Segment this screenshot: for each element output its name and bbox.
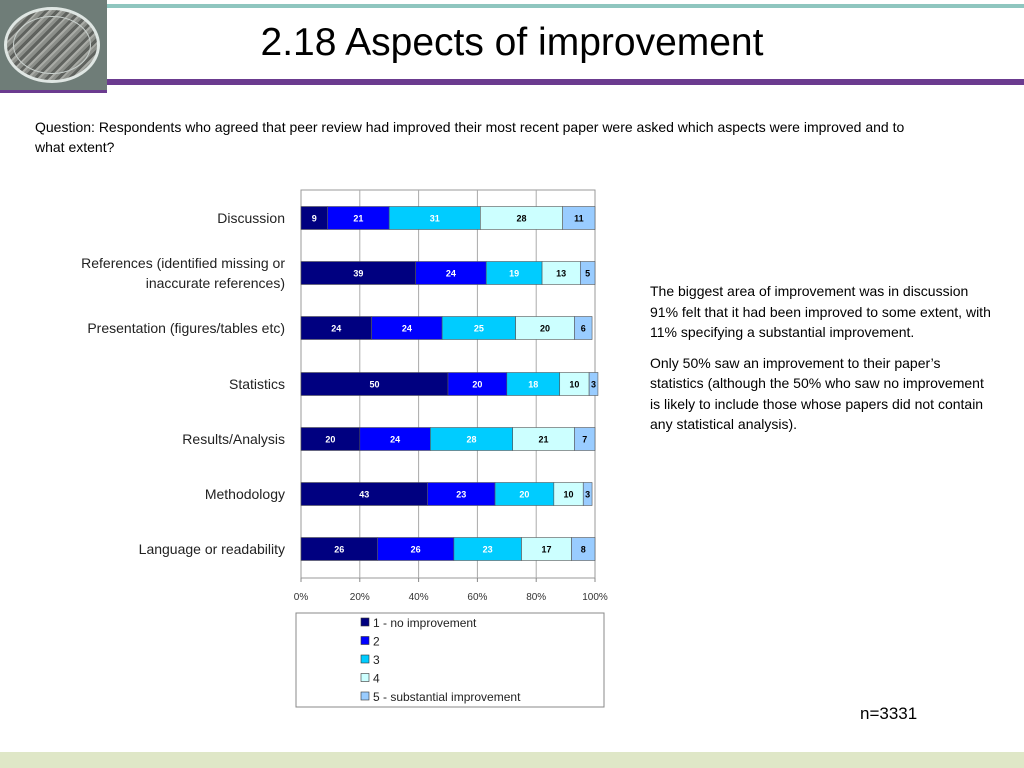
data-label: 3 (585, 490, 590, 500)
header-accent-line (107, 4, 1024, 8)
footer-band (0, 752, 1024, 768)
category-label: Statistics (229, 376, 285, 392)
data-label: 5 (585, 269, 590, 279)
category-label: Presentation (figures/tables etc) (87, 320, 285, 336)
bar-segment (588, 372, 599, 396)
data-label: 20 (325, 435, 335, 445)
data-label: 43 (359, 490, 369, 500)
data-label: 24 (390, 435, 400, 445)
logo (0, 0, 107, 90)
data-label: 11 (574, 214, 584, 224)
x-tick-label: 80% (526, 592, 546, 603)
data-label: 18 (528, 380, 538, 390)
data-label: 24 (402, 324, 412, 334)
category-label: inaccurate references) (146, 275, 285, 291)
legend-swatch (360, 673, 370, 682)
chart-x-axis: 0% 20% 40% 60% 80% 100% (294, 578, 608, 603)
x-tick-label: 40% (409, 592, 429, 603)
data-label: 21 (539, 435, 549, 445)
commentary: The biggest area of improvement was in d… (650, 281, 995, 445)
category-label: Language or readability (139, 541, 285, 557)
data-label: 13 (556, 269, 566, 279)
bar-segment (574, 316, 593, 340)
legend-swatch (360, 654, 370, 664)
category-label: References (identified missing or (81, 255, 285, 271)
legend-swatch (360, 691, 370, 701)
data-label: 10 (564, 490, 574, 500)
category-label: Results/Analysis (182, 431, 285, 447)
bar-segment (574, 427, 596, 451)
category-label: Discussion (217, 210, 285, 226)
legend-label: 2 (373, 635, 380, 649)
data-label: 6 (581, 324, 586, 334)
data-label: 10 (569, 380, 579, 390)
legend-box (295, 612, 605, 708)
data-label: 28 (516, 214, 526, 224)
chart-bars: 9 21 31 28 11 39 24 19 13 5 24 24 25 20 6 50 20 18 10 3 20 24… (300, 206, 599, 561)
bar-segment (582, 482, 593, 506)
data-label: 28 (467, 435, 477, 445)
bar-segment (562, 206, 596, 230)
data-label: 50 (369, 380, 379, 390)
data-label: 8 (581, 545, 586, 555)
data-label: 20 (472, 380, 482, 390)
category-label: Methodology (205, 486, 285, 502)
data-label: 26 (411, 545, 421, 555)
legend-label: 3 (373, 653, 380, 667)
data-label: 19 (509, 269, 519, 279)
data-label: 23 (483, 545, 493, 555)
logo-underline (0, 90, 107, 93)
data-label: 31 (430, 214, 440, 224)
data-label: 9 (312, 214, 317, 224)
commentary-paragraph-1: The biggest area of improvement was in d… (650, 283, 991, 340)
slide-title: 2.18 Aspects of improvement (260, 21, 764, 64)
data-label: 24 (331, 324, 341, 334)
header-divider (107, 79, 1024, 85)
question-text: Question: Respondents who agreed that pe… (35, 119, 905, 155)
x-tick-label: 60% (467, 592, 487, 603)
chart-category-labels: Discussion References (identified missing… (81, 210, 285, 557)
data-label: 25 (474, 324, 484, 334)
data-label: 20 (540, 324, 550, 334)
data-label: 39 (353, 269, 363, 279)
x-tick-label: 0% (294, 592, 309, 603)
bar-segment (579, 261, 596, 285)
logo-seal-icon (4, 7, 100, 83)
bar-segment (571, 537, 596, 561)
data-label: 20 (519, 490, 529, 500)
data-label: 24 (446, 269, 456, 279)
sample-size-label: n=3331 (860, 704, 918, 723)
commentary-paragraph-2: Only 50% saw an improvement to their pap… (650, 354, 984, 433)
x-tick-label: 20% (350, 592, 370, 603)
legend-swatch (360, 636, 370, 645)
legend-label: 1 - no improvement (373, 616, 477, 630)
x-tick-label: 100% (582, 592, 608, 603)
legend-label: 5 - substantial improvement (373, 690, 521, 704)
data-label: 26 (334, 545, 344, 555)
data-label: 17 (541, 545, 551, 555)
data-label: 21 (353, 214, 363, 224)
data-label: 3 (591, 380, 596, 390)
chart-legend: 1 - no improvement 2 3 4 5 - substantial imp… (295, 612, 605, 708)
data-label: 7 (582, 435, 587, 445)
legend-label: 4 (373, 672, 380, 686)
data-label: 23 (456, 490, 466, 500)
legend-swatch (360, 617, 370, 627)
